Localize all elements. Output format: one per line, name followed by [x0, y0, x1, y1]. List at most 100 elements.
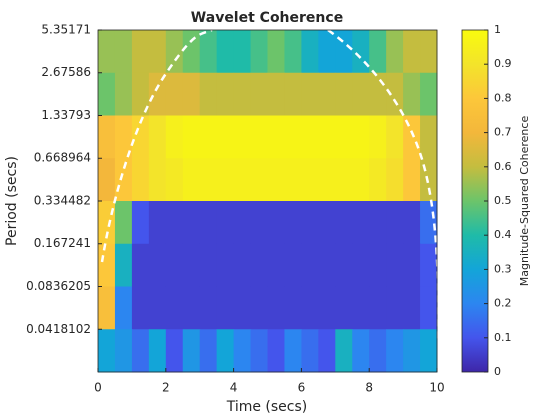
heatmap-cell: [318, 201, 336, 245]
heatmap-cell: [199, 72, 218, 117]
heatmap-cell: [335, 329, 353, 373]
heatmap-cell: [182, 243, 201, 287]
heatmap-cell: [98, 286, 116, 330]
heatmap-cell: [403, 30, 421, 74]
heatmap-cell: [148, 158, 167, 202]
heatmap-cell: [284, 115, 302, 159]
colorbar-tick-label: 0.3: [494, 262, 512, 275]
colorbar-tick-label: 0.1: [494, 331, 512, 344]
heatmap-cell: [165, 72, 184, 117]
heatmap-cell: [420, 115, 438, 159]
heatmap-cell: [98, 30, 116, 74]
y-tick-label: 0.0418102: [26, 322, 91, 336]
y-axis-label: Period (secs): [4, 156, 20, 246]
heatmap-cell: [403, 201, 421, 245]
heatmap-cell: [335, 243, 353, 287]
heatmap-cell: [352, 30, 370, 74]
heatmap-cell: [267, 286, 285, 330]
heatmap-cell: [267, 329, 285, 373]
heatmap-cell: [182, 72, 201, 117]
heatmap-cell: [199, 286, 218, 330]
heatmap-cell: [114, 201, 133, 245]
heatmap-cell: [131, 286, 150, 330]
heatmap-cell: [250, 115, 268, 159]
x-axis-label: Time (secs): [226, 399, 308, 415]
heatmap-cell: [267, 72, 285, 117]
x-tick-label: 2: [162, 381, 170, 395]
heatmap-cell: [403, 243, 421, 287]
heatmap-cell: [318, 329, 336, 373]
heatmap-cell: [131, 243, 150, 287]
heatmap-cell: [369, 286, 387, 330]
heatmap-cell: [114, 243, 133, 287]
colorbar-tick-label: 0: [494, 365, 501, 378]
heatmap-cell: [352, 201, 370, 245]
heatmap-cell: [284, 286, 302, 330]
x-tick-label: 8: [365, 381, 373, 395]
y-tick-label: 0.167241: [34, 236, 91, 250]
heatmap-cell: [369, 243, 387, 287]
heatmap-cell: [148, 115, 167, 159]
heatmap-cell: [386, 201, 404, 245]
heatmap-cell: [165, 158, 184, 202]
heatmap-cell: [301, 201, 319, 245]
heatmap-cell: [98, 329, 116, 373]
heatmap-cell: [182, 329, 201, 373]
colorbar-tick-label: 0.2: [494, 297, 512, 310]
heatmap-cell: [284, 243, 302, 287]
heatmap-cell: [250, 286, 268, 330]
heatmap-cell: [216, 243, 235, 287]
y-tick-label: 5.35171: [41, 23, 91, 37]
heatmap-cell: [403, 286, 421, 330]
heatmap-cell: [148, 72, 167, 117]
y-tick-label: 2.67586: [41, 65, 91, 79]
heatmap-cell: [386, 30, 404, 74]
x-tick-label: 6: [298, 381, 306, 395]
heatmap-cell: [420, 30, 438, 74]
heatmap-cell: [386, 72, 404, 117]
x-tick-label: 10: [429, 381, 444, 395]
heatmap-cell: [165, 329, 184, 373]
heatmap-cell: [420, 329, 438, 373]
heatmap-cell: [335, 72, 353, 117]
heatmap-cell: [301, 72, 319, 117]
heatmap-cell: [199, 158, 218, 202]
heatmap-cell: [369, 115, 387, 159]
heatmap-cell: [318, 243, 336, 287]
heatmap-cell: [386, 329, 404, 373]
heatmap-cell: [131, 72, 150, 117]
heatmap-cell: [352, 329, 370, 373]
colorbar-label: Magnitude-Squared Coherence: [518, 116, 531, 287]
heatmap-cell: [284, 329, 302, 373]
heatmap-cell: [386, 243, 404, 287]
heatmap-cell: [182, 286, 201, 330]
heatmap-cell: [114, 115, 133, 159]
heatmap-cell: [386, 115, 404, 159]
heatmap-cell: [148, 286, 167, 330]
heatmap-cell: [114, 30, 133, 74]
heatmap-cell: [318, 286, 336, 330]
y-tick-label: 0.334482: [34, 193, 91, 207]
heatmap-cell: [216, 286, 235, 330]
heatmap-cell: [250, 201, 268, 245]
heatmap-cell: [199, 329, 218, 373]
colorbar-tick-label: 0.6: [494, 160, 512, 173]
heatmap-cell: [301, 243, 319, 287]
heatmap-cell: [199, 30, 218, 74]
heatmap-cell: [165, 115, 184, 159]
heatmap-cell: [233, 115, 252, 159]
heatmap-cell: [131, 30, 150, 74]
heatmap-cell: [216, 30, 235, 74]
heatmap-cell: [301, 115, 319, 159]
heatmap-cell: [148, 30, 167, 74]
colorbar-tick-label: 0.4: [494, 228, 512, 241]
heatmap-cell: [216, 115, 235, 159]
heatmap-cell: [267, 201, 285, 245]
heatmap-cell: [352, 243, 370, 287]
heatmap-cell: [148, 201, 167, 245]
heatmap-cell: [352, 158, 370, 202]
heatmap-cell: [403, 158, 421, 202]
heatmap-cell: [250, 72, 268, 117]
heatmap-cell: [250, 30, 268, 74]
